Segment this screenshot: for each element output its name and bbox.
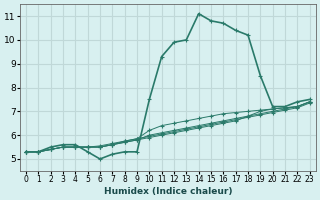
X-axis label: Humidex (Indice chaleur): Humidex (Indice chaleur) [104,187,232,196]
